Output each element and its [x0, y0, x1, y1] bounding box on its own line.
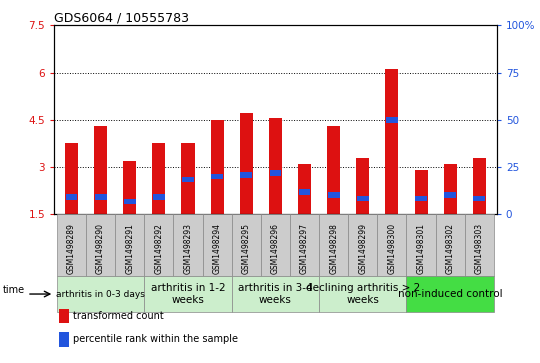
Bar — [327, 126, 340, 214]
Bar — [415, 170, 428, 214]
Bar — [269, 171, 281, 176]
Text: arthritis in 3-4
weeks: arthritis in 3-4 weeks — [238, 283, 313, 305]
Bar — [152, 143, 165, 214]
Text: GSM1498301: GSM1498301 — [416, 223, 426, 274]
Bar — [472, 158, 486, 214]
Text: GSM1498292: GSM1498292 — [154, 223, 164, 274]
Bar — [298, 164, 311, 214]
Bar — [211, 120, 224, 214]
Text: declining arthritis > 2
weeks: declining arthritis > 2 weeks — [306, 283, 420, 305]
Text: GSM1498298: GSM1498298 — [329, 223, 338, 274]
Text: arthritis in 1-2
weeks: arthritis in 1-2 weeks — [151, 283, 225, 305]
Bar — [153, 194, 165, 200]
Bar — [328, 192, 340, 198]
Text: GDS6064 / 10555783: GDS6064 / 10555783 — [54, 11, 189, 24]
Bar — [181, 143, 194, 214]
Bar — [299, 189, 310, 195]
Bar — [474, 196, 485, 201]
Bar — [415, 196, 427, 201]
Text: GSM1498299: GSM1498299 — [359, 223, 367, 274]
Text: GSM1498297: GSM1498297 — [300, 223, 309, 274]
Text: GSM1498303: GSM1498303 — [475, 223, 484, 274]
Text: GSM1498296: GSM1498296 — [271, 223, 280, 274]
Text: GSM1498290: GSM1498290 — [96, 223, 105, 274]
Text: transformed count: transformed count — [73, 311, 164, 321]
Bar — [356, 158, 369, 214]
Text: GSM1498295: GSM1498295 — [242, 223, 251, 274]
Text: GSM1498289: GSM1498289 — [67, 223, 76, 274]
Bar — [94, 194, 106, 200]
Text: arthritis in 0-3 days: arthritis in 0-3 days — [56, 290, 145, 298]
Text: non-induced control: non-induced control — [398, 289, 503, 299]
Bar — [124, 199, 136, 204]
Text: time: time — [3, 285, 25, 295]
Text: GSM1498291: GSM1498291 — [125, 223, 134, 274]
Bar — [123, 161, 136, 214]
Text: percentile rank within the sample: percentile rank within the sample — [73, 334, 238, 344]
Bar — [65, 194, 77, 200]
Bar — [444, 164, 457, 214]
Bar — [357, 196, 369, 201]
Bar — [65, 143, 78, 214]
Bar — [269, 118, 282, 214]
Text: GSM1498300: GSM1498300 — [387, 223, 396, 274]
Text: GSM1498294: GSM1498294 — [213, 223, 221, 274]
Bar — [240, 114, 253, 214]
Bar — [240, 172, 252, 178]
Bar — [444, 192, 456, 198]
Bar — [211, 174, 223, 179]
Bar — [182, 177, 194, 182]
Text: GSM1498293: GSM1498293 — [184, 223, 192, 274]
Bar — [94, 126, 107, 214]
Bar — [386, 69, 399, 214]
Text: GSM1498302: GSM1498302 — [446, 223, 455, 274]
Bar — [386, 117, 398, 123]
